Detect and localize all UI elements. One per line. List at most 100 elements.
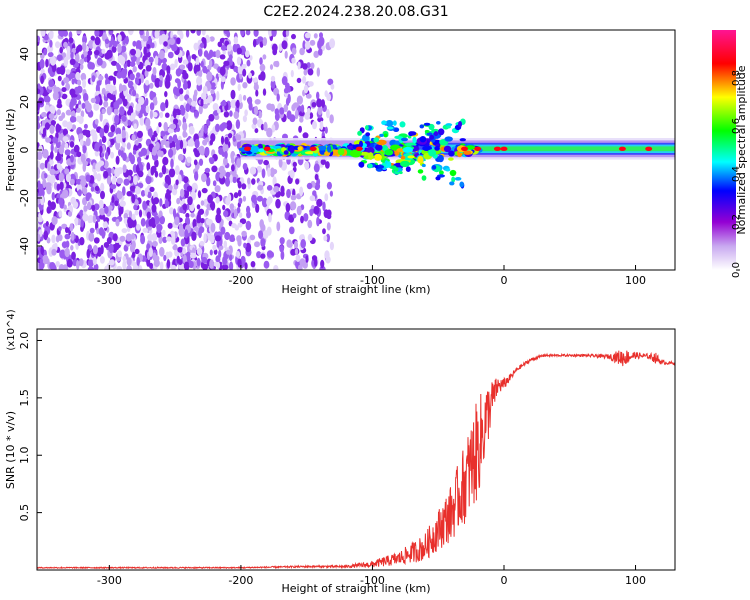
spectrogram-noise-cell xyxy=(96,227,100,235)
y-tick-label: 40 xyxy=(18,47,31,61)
x-tick-label: -300 xyxy=(97,274,122,287)
spectrogram-noise-cell xyxy=(178,223,184,233)
signal-onset-cell xyxy=(249,145,260,154)
spectrogram-noise-cell xyxy=(188,260,194,269)
spectrogram-noise-cell xyxy=(220,76,226,83)
spectrogram-noise-cell xyxy=(226,44,232,52)
spectrogram-noise-cell xyxy=(147,233,154,241)
carrier-peak xyxy=(645,146,653,151)
spectrogram-noise-cell xyxy=(139,30,144,36)
spectrogram-noise-cell xyxy=(116,71,123,79)
spectrogram-noise-cell xyxy=(99,213,106,220)
spectrogram-noise-cell xyxy=(115,133,122,144)
spectrogram-noise-cell xyxy=(65,172,71,183)
spectrogram-noise-cell xyxy=(50,143,54,153)
spectrogram-noise-cell xyxy=(182,203,188,211)
spectrogram-noise-cell xyxy=(58,210,63,218)
spectrogram-noise-cell xyxy=(179,94,184,102)
signal-sidelobe-cell xyxy=(390,165,397,169)
spectrogram-noise-cell xyxy=(165,99,169,109)
spectrogram-noise-cell xyxy=(117,250,122,258)
spectrogram-noise-cell xyxy=(94,150,99,157)
spectrogram-noise-cell xyxy=(95,165,102,172)
spectrogram-noise-cell xyxy=(209,259,215,269)
spectrogram-noise-cell xyxy=(102,221,108,229)
spectrogram-noise-cell xyxy=(104,265,111,270)
spectrogram-noise-cell xyxy=(43,35,49,41)
spectrogram-noise-cell xyxy=(135,93,139,99)
spectrogram-noise-cell xyxy=(50,174,56,184)
signal-onset-cell xyxy=(428,149,437,157)
spectrogram-noise-cell xyxy=(202,139,208,146)
spectrogram-noise-cell xyxy=(108,30,114,36)
spectrogram-noise-cell xyxy=(249,166,257,175)
spectrogram-noise-cell xyxy=(221,264,229,270)
spectrogram-noise-cell xyxy=(80,179,87,187)
spectrogram-noise-cell xyxy=(135,103,142,112)
spectrogram-noise-cell xyxy=(231,164,235,172)
snr-frame xyxy=(36,328,676,571)
spectrogram-noise-cell xyxy=(58,264,65,270)
spectrogram-noise-cell xyxy=(296,95,303,105)
spectrogram-noise-cell xyxy=(291,57,296,64)
spectrogram-noise-cell xyxy=(135,164,140,175)
carrier-peak xyxy=(474,146,482,151)
signal-sidelobe-cell xyxy=(381,120,387,125)
spectrogram-noise-cell xyxy=(307,233,313,242)
spectrogram-noise-cell xyxy=(40,246,44,255)
spectrogram-noise-cell xyxy=(107,131,114,138)
spectrogram-noise-cell xyxy=(316,98,323,108)
spectrogram-noise-cell xyxy=(38,97,45,105)
spectrogram-noise-cell xyxy=(156,126,160,134)
signal-sidelobe-cell xyxy=(445,168,451,172)
spectrogram-noise-cell xyxy=(233,208,238,219)
spectrogram-noise-cell xyxy=(83,92,89,103)
spectrogram-noise-cell xyxy=(151,240,158,247)
spectrogram-noise-cell xyxy=(80,72,87,82)
spectrogram-noise-cell xyxy=(40,75,44,84)
spectrogram-noise-cell xyxy=(216,261,221,269)
spectrogram-noise-cell xyxy=(81,54,85,60)
spectrogram-noise-cell xyxy=(142,36,147,42)
spectrogram-noise-cell xyxy=(255,89,259,97)
carrier-peak xyxy=(618,146,626,151)
spectrogram-noise-cell xyxy=(50,120,57,126)
spectrogram-noise-cell xyxy=(194,64,201,72)
spectrogram-noise-cell xyxy=(77,79,82,86)
spectrogram-noise-cell xyxy=(66,51,71,60)
spectrogram-noise-cell xyxy=(136,256,140,266)
spectrogram-noise-cell xyxy=(205,218,211,226)
spectrogram-noise-cell xyxy=(303,84,309,94)
spectrogram-noise-cell xyxy=(169,63,176,71)
spectrogram-noise-cell xyxy=(219,54,226,60)
spectrogram-noise-cell xyxy=(106,175,112,185)
spectrogram-noise-cell xyxy=(261,168,266,179)
spectrogram-noise-cell xyxy=(244,109,248,117)
spectrogram-x-ticks: -300 -200 -100 0 100 xyxy=(97,265,646,287)
spectrogram-noise-cell xyxy=(284,50,288,59)
spectrogram-noise-cell xyxy=(242,195,247,202)
spectrogram-noise-cell xyxy=(176,255,180,264)
spectrogram-noise-cell xyxy=(154,77,161,88)
spectrogram-noise-cell xyxy=(126,59,131,67)
y-tick-label: 1.0 xyxy=(18,446,31,464)
spectrogram-noise-cell xyxy=(260,71,266,81)
spectrogram-noise-cell xyxy=(62,128,68,136)
spectrogram-noise-cell xyxy=(179,32,184,40)
carrier-peak xyxy=(493,146,501,151)
spectrogram-noise-cell xyxy=(138,151,144,158)
spectrogram-noise-cell xyxy=(196,76,203,86)
spectrogram-noise-cell xyxy=(69,72,76,79)
spectrogram-noise-cell xyxy=(299,116,304,123)
spectrogram-noise-cell xyxy=(285,82,290,90)
signal-sidelobe-cell xyxy=(383,133,388,138)
spectrogram-noise-cell xyxy=(285,202,291,213)
spectrogram-noise-cell xyxy=(151,204,157,213)
spectrogram-noise-cell xyxy=(49,159,54,165)
spectrogram-noise-cell xyxy=(84,100,90,109)
spectrogram-noise-cell xyxy=(77,189,82,197)
spectrogram-noise-cell xyxy=(183,176,189,184)
spectrogram-noise-cell xyxy=(289,201,297,211)
spectrogram-noise-cell xyxy=(167,192,171,202)
